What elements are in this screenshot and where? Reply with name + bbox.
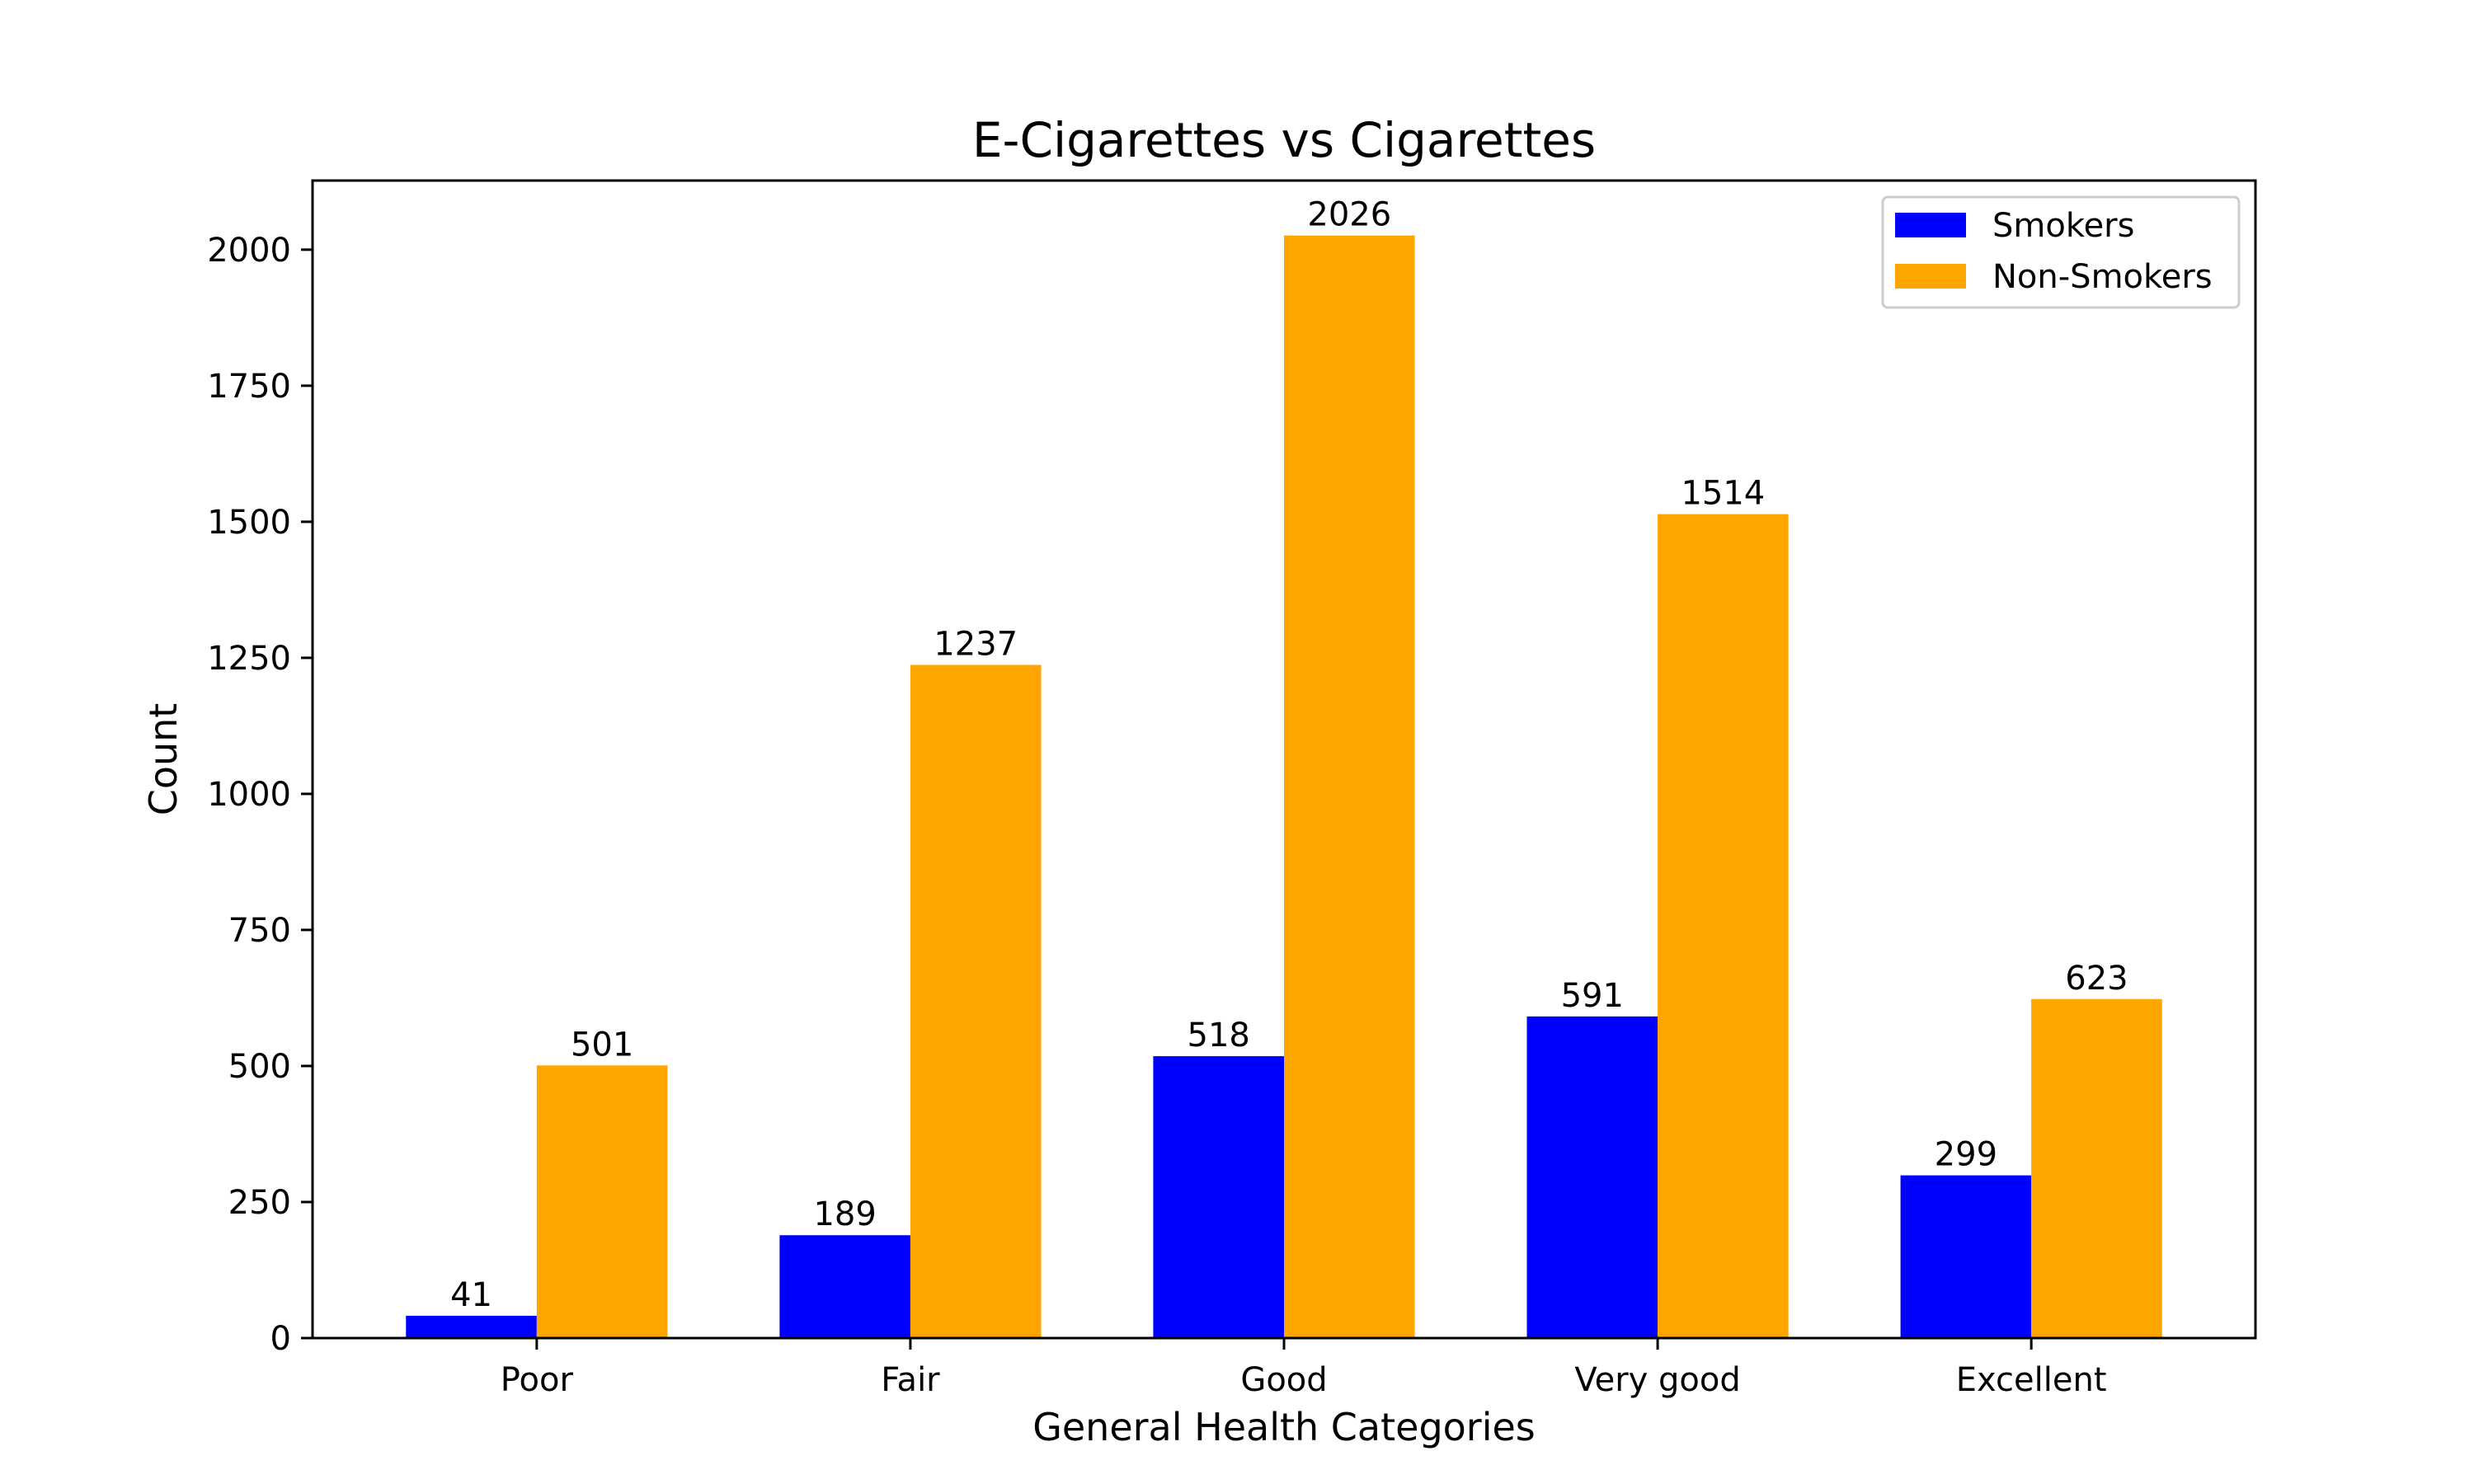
bar-non-smokers-2 — [1284, 235, 1415, 1338]
data-label-smokers-1: 189 — [813, 1195, 876, 1233]
bar-smokers-0 — [406, 1315, 537, 1338]
y-tick-label-6: 1500 — [207, 504, 291, 542]
bars-layer — [406, 235, 2162, 1338]
legend: Smokers Non-Smokers — [1881, 195, 2241, 309]
data-label-non-smokers-4: 623 — [2065, 960, 2128, 998]
data-label-non-smokers-0: 501 — [571, 1026, 633, 1064]
data-label-smokers-3: 591 — [1561, 977, 1624, 1015]
x-tick-label-2: Good — [1240, 1361, 1327, 1399]
chart-title: E-Cigarettes vs Cigarettes — [972, 112, 1596, 168]
x-axis-label: General Health Categories — [1032, 1405, 1536, 1449]
bar-smokers-2 — [1153, 1056, 1284, 1338]
data-label-non-smokers-2: 2026 — [1307, 196, 1391, 234]
legend-swatch-non-smokers — [1895, 264, 1966, 289]
legend-box — [1881, 195, 2241, 309]
data-label-non-smokers-1: 1237 — [934, 625, 1018, 663]
data-label-smokers-0: 41 — [450, 1276, 492, 1314]
y-tick-label-7: 1750 — [207, 368, 291, 406]
x-tick-label-3: Very good — [1574, 1361, 1740, 1399]
y-tick-label-1: 250 — [228, 1184, 291, 1222]
y-tick-label-4: 1000 — [207, 776, 291, 814]
legend-label-smokers: Smokers — [1992, 207, 2134, 245]
x-axis: Poor Fair Good Very good Excellent — [501, 1338, 2107, 1399]
y-tick-label-8: 2000 — [207, 232, 291, 270]
data-label-smokers-2: 518 — [1188, 1017, 1250, 1054]
y-axis: 0 250 500 750 1000 1250 1500 1750 2000 — [207, 232, 313, 1358]
y-tick-label-2: 500 — [228, 1048, 291, 1086]
x-tick-label-0: Poor — [501, 1361, 574, 1399]
data-label-smokers-4: 299 — [1935, 1136, 1997, 1174]
y-tick-label-0: 0 — [270, 1320, 291, 1358]
y-axis-label: Count — [141, 703, 186, 816]
bar-smokers-4 — [1900, 1175, 2032, 1338]
bar-non-smokers-1 — [910, 665, 1042, 1338]
legend-label-non-smokers: Non-Smokers — [1992, 258, 2213, 296]
x-tick-label-4: Excellent — [1956, 1361, 2107, 1399]
bar-smokers-1 — [779, 1235, 910, 1338]
bar-non-smokers-4 — [2031, 998, 2162, 1338]
bar-smokers-3 — [1526, 1016, 1658, 1338]
legend-swatch-smokers — [1895, 213, 1966, 237]
y-tick-label-3: 750 — [228, 912, 291, 950]
data-label-non-smokers-3: 1514 — [1681, 475, 1765, 513]
bar-non-smokers-3 — [1658, 514, 1789, 1338]
bar-non-smokers-0 — [536, 1065, 668, 1338]
x-tick-label-1: Fair — [881, 1361, 940, 1399]
data-labels-layer: 41 189 518 591 299 501 1237 2026 1514 623 — [450, 196, 2128, 1314]
y-tick-label-5: 1250 — [207, 640, 291, 678]
